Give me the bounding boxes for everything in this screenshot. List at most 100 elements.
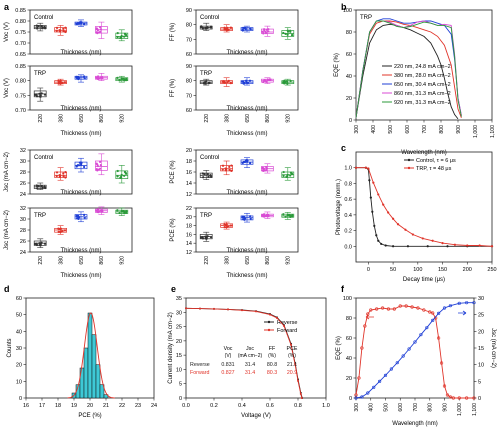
a-ff-trp-xlabel: Thickness (nm) bbox=[226, 131, 267, 137]
c-series-point bbox=[371, 210, 374, 213]
a-pce-trp-point bbox=[265, 214, 268, 217]
a-jsc-trp-xlabel: Thickness (nm) bbox=[60, 248, 101, 254]
f-series-point bbox=[431, 311, 435, 315]
c-xtick-label: 100 bbox=[413, 267, 422, 273]
f-series-point bbox=[413, 340, 417, 344]
a-ff-control-point bbox=[291, 33, 294, 37]
c-series-point bbox=[446, 245, 449, 248]
a-pce-control-title: Control bbox=[200, 155, 219, 161]
a-ff-trp-point bbox=[202, 82, 206, 85]
a-ff-trp-point bbox=[286, 82, 289, 85]
a-ff-trp-point bbox=[226, 80, 229, 84]
a-voc-trp-point bbox=[57, 79, 60, 82]
b-xtick-label: 800 bbox=[439, 125, 445, 134]
a-voc-trp-point bbox=[38, 92, 41, 95]
a-jsc-control-point bbox=[41, 186, 44, 190]
a-pce-trp-point bbox=[263, 213, 266, 216]
a-voc-control-point bbox=[40, 25, 43, 28]
e-series-point bbox=[269, 313, 271, 316]
a-pce-trp-point bbox=[262, 215, 265, 218]
a-voc-control-point bbox=[36, 27, 39, 30]
f-series-point bbox=[389, 367, 394, 371]
a-jsc-trp-point bbox=[77, 217, 80, 221]
e-xtick-label: 0.8 bbox=[294, 403, 302, 409]
d-ytick-label: 30 bbox=[16, 346, 22, 352]
f-xtick-label: 400 bbox=[369, 403, 375, 412]
a-jsc-trp-plot: 24 26 28 30 32 TRP 220 380 650 860 920 Thickness (n… bbox=[4, 206, 133, 279]
a-jsc-control-point bbox=[79, 163, 83, 167]
panel-letter-f: f bbox=[341, 284, 345, 294]
c-series-point bbox=[478, 244, 481, 247]
f-series-point bbox=[425, 326, 429, 330]
a-ff-control-point bbox=[226, 29, 229, 32]
b-legend-label: 220 nm, 24.8 mA cm−2 bbox=[394, 64, 451, 70]
a-jsc-trp-point bbox=[123, 212, 126, 215]
d-bar bbox=[91, 334, 97, 399]
a-ff-control-point bbox=[204, 27, 207, 30]
e-series-point bbox=[255, 310, 257, 313]
a-jsc-control-point bbox=[123, 174, 126, 177]
a-jsc-trp-point bbox=[99, 209, 102, 212]
a-jsc-trp-point bbox=[118, 211, 121, 215]
a-pce-trp-point bbox=[209, 236, 213, 239]
a-voc-control-ytick-label: 0.65 bbox=[15, 52, 26, 58]
a-pce-control-ytick-label: 14 bbox=[186, 181, 192, 187]
e-ytick-label: 30 bbox=[176, 310, 182, 316]
e-table-cell: 21.1 bbox=[287, 362, 297, 368]
a-pce-control-ylabel: PCE (%) bbox=[170, 160, 176, 183]
a-jsc-trp-point bbox=[59, 227, 62, 230]
a-voc-trp-ylabel: Voc (V) bbox=[4, 78, 10, 98]
d-xtick-label: 21 bbox=[103, 403, 109, 409]
f-right-axis-arrow bbox=[458, 310, 467, 316]
c-series-point bbox=[364, 166, 367, 169]
a-jsc-control-point bbox=[99, 167, 102, 170]
a-jsc-trp-point bbox=[38, 242, 41, 245]
b-xtick-label: 500 bbox=[388, 125, 394, 134]
f-series-point bbox=[386, 307, 391, 311]
f-series-point bbox=[354, 393, 358, 397]
a-ff-trp-point bbox=[242, 82, 245, 85]
a-ff-trp-point bbox=[266, 78, 269, 82]
a-ff-trp-xtick-label: 380 bbox=[224, 114, 230, 123]
b-xlabel: Wavelength (nm) bbox=[401, 150, 446, 156]
e-table-header: Jsc bbox=[246, 346, 254, 352]
a-jsc-trp-ytick-label: 28 bbox=[20, 228, 26, 234]
e-table-cell: 20.9 bbox=[287, 370, 297, 376]
a-voc-control-point bbox=[58, 28, 61, 32]
b-legend-label: 860 nm, 31.3 mA cm−2 bbox=[394, 91, 451, 97]
c-series-point bbox=[426, 245, 429, 248]
d-xtick-label: 23 bbox=[135, 403, 141, 409]
a-pce-control-point bbox=[224, 167, 227, 170]
a-voc-control-point bbox=[99, 28, 102, 31]
a-jsc-trp-xtick-label: 920 bbox=[120, 256, 126, 265]
e-plot: 0 5 10 15 20 25 30 35 0.0 0.2 0.4 0.6 0.8 1.0 Voltage … bbox=[168, 296, 330, 419]
d-ytick-label: 60 bbox=[16, 296, 22, 302]
a-pce-control-point bbox=[282, 174, 285, 178]
f-series-point bbox=[442, 306, 447, 310]
e-ytick-label: 25 bbox=[176, 325, 182, 331]
a-ff-trp-title: TRP bbox=[200, 71, 212, 77]
a-voc-control-ytick-label: 0.80 bbox=[15, 19, 26, 25]
a-jsc-trp-point bbox=[34, 242, 37, 246]
f-series-point bbox=[428, 310, 432, 314]
a-pce-control-point bbox=[230, 164, 233, 167]
a-ff-control-point bbox=[284, 32, 287, 36]
f-ytick-label: 100 bbox=[343, 296, 352, 302]
b-series-line bbox=[355, 20, 462, 118]
a-voc-trp-ytick-label: 0.85 bbox=[15, 64, 26, 70]
f-series-point bbox=[422, 308, 426, 312]
a-pce-control-point bbox=[282, 170, 285, 174]
b-xtick-label: 400 bbox=[371, 125, 377, 134]
a-jsc-control-point bbox=[83, 165, 86, 169]
f-frame bbox=[355, 297, 475, 399]
a-ff-trp-xtick-label: 220 bbox=[204, 114, 210, 123]
f-series-point bbox=[398, 304, 402, 308]
a-pce-control-point bbox=[244, 159, 247, 162]
f-series-point bbox=[472, 396, 476, 400]
a-pce-trp-point bbox=[289, 215, 292, 219]
a-ff-control-point bbox=[289, 30, 292, 33]
a-jsc-trp-point bbox=[43, 242, 47, 245]
a-ff-trp-point bbox=[289, 79, 292, 83]
a-pce-control-point bbox=[245, 160, 249, 163]
e-ytick-label: 35 bbox=[176, 296, 182, 302]
